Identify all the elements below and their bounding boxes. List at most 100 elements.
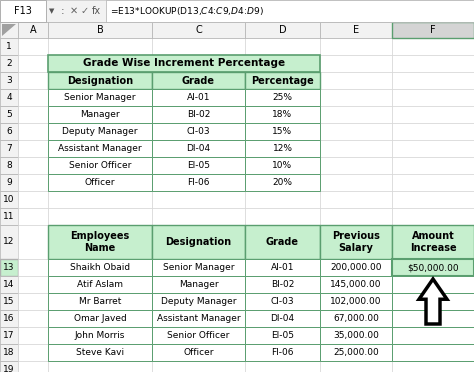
Text: Shaikh Obaid: Shaikh Obaid — [70, 263, 130, 272]
Bar — [245, 140, 320, 157]
Text: 4: 4 — [6, 93, 12, 102]
Bar — [152, 106, 245, 123]
Bar — [0, 38, 18, 55]
Bar — [245, 225, 320, 259]
Bar — [245, 89, 320, 106]
Text: Senior Officer: Senior Officer — [167, 331, 230, 340]
Text: ✓: ✓ — [81, 6, 89, 16]
Bar — [245, 344, 320, 361]
Text: 12: 12 — [3, 237, 15, 247]
Text: 19: 19 — [3, 365, 15, 372]
Bar — [320, 310, 392, 327]
Text: 12%: 12% — [273, 144, 292, 153]
Bar — [152, 140, 245, 157]
Bar — [392, 89, 474, 106]
Text: D: D — [279, 25, 286, 35]
Bar — [245, 157, 320, 174]
Bar — [392, 344, 474, 361]
Bar — [245, 276, 320, 293]
Bar — [152, 259, 245, 276]
Text: Deputy Manager: Deputy Manager — [62, 127, 138, 136]
Bar — [392, 310, 474, 327]
Bar — [18, 276, 48, 293]
Bar — [152, 72, 245, 89]
Bar — [48, 310, 152, 327]
Bar — [18, 123, 48, 140]
Bar — [48, 38, 152, 55]
Bar — [48, 106, 152, 123]
Bar — [245, 106, 320, 123]
Bar — [48, 361, 152, 372]
Bar — [0, 208, 18, 225]
Bar — [320, 259, 392, 276]
Bar — [392, 344, 474, 361]
Bar — [152, 310, 245, 327]
Bar — [48, 310, 152, 327]
Bar — [245, 174, 320, 191]
Bar — [48, 72, 152, 89]
Text: 25,000.00: 25,000.00 — [333, 348, 379, 357]
Bar — [18, 89, 48, 106]
Bar — [18, 174, 48, 191]
Bar — [152, 140, 245, 157]
Bar — [245, 344, 320, 361]
Bar — [320, 361, 392, 372]
Text: Senior Manager: Senior Manager — [64, 93, 136, 102]
Text: DI-04: DI-04 — [271, 314, 294, 323]
Bar — [245, 55, 320, 72]
Text: Officer: Officer — [85, 178, 115, 187]
Text: 8: 8 — [6, 161, 12, 170]
Bar — [245, 259, 320, 276]
Bar — [245, 293, 320, 310]
Bar — [245, 89, 320, 106]
Text: F: F — [430, 25, 436, 35]
Bar — [152, 106, 245, 123]
Bar — [152, 123, 245, 140]
Bar — [245, 259, 320, 276]
Bar — [320, 140, 392, 157]
Bar — [245, 157, 320, 174]
Bar — [48, 344, 152, 361]
Text: 20%: 20% — [273, 178, 292, 187]
Text: ▼: ▼ — [49, 8, 55, 14]
Bar — [392, 276, 474, 293]
Bar — [245, 310, 320, 327]
Bar — [18, 140, 48, 157]
Text: CI-03: CI-03 — [187, 127, 210, 136]
Bar — [48, 55, 152, 72]
Text: Designation: Designation — [67, 76, 133, 86]
Bar — [48, 293, 152, 310]
Text: 5: 5 — [6, 110, 12, 119]
Bar — [18, 157, 48, 174]
Bar — [48, 157, 152, 174]
Bar — [320, 293, 392, 310]
Text: Increase: Increase — [410, 243, 456, 253]
Bar — [48, 89, 152, 106]
Bar — [0, 361, 18, 372]
Bar — [48, 276, 152, 293]
Text: 9: 9 — [6, 178, 12, 187]
Bar — [320, 344, 392, 361]
Text: 102,000.00: 102,000.00 — [330, 297, 382, 306]
Text: Employees: Employees — [70, 231, 129, 241]
Text: Salary: Salary — [338, 243, 374, 253]
Text: Atif Aslam: Atif Aslam — [77, 280, 123, 289]
Text: 10%: 10% — [273, 161, 292, 170]
Bar — [245, 140, 320, 157]
Bar — [152, 208, 245, 225]
Bar — [18, 22, 48, 38]
Text: 145,000.00: 145,000.00 — [330, 280, 382, 289]
Bar — [0, 0, 46, 22]
Bar — [245, 276, 320, 293]
Bar — [152, 55, 245, 72]
Bar — [320, 344, 392, 361]
Bar — [18, 293, 48, 310]
Bar — [152, 293, 245, 310]
Bar — [245, 38, 320, 55]
Bar — [392, 208, 474, 225]
Bar — [48, 123, 152, 140]
Bar — [245, 174, 320, 191]
Bar — [152, 361, 245, 372]
Bar — [152, 327, 245, 344]
Bar — [320, 293, 392, 310]
